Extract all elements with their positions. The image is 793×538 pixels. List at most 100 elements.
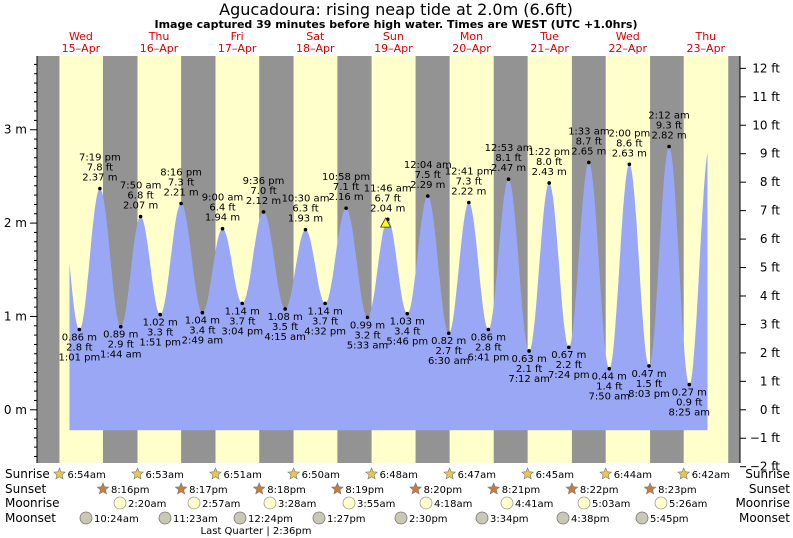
tide-feet-label: 7.3 ft [456, 177, 482, 188]
left-axis-tick-label: 0 m [4, 403, 27, 417]
sunrise-time: 6:54am [67, 470, 105, 481]
tide-labels: 0.86 m2.8 ft1:01 pm7:19 pm7.8 ft2.37 m0.… [58, 111, 710, 419]
tide-time-label: 7:12 am [508, 374, 550, 385]
tide-height-label: 0.86 m [62, 333, 97, 344]
tide-height-label: 0.67 m [551, 350, 586, 361]
tide-point [667, 144, 671, 149]
tide-point [220, 226, 225, 231]
tide-point [118, 324, 123, 329]
sunrise-row-label-right: Sunrise [745, 467, 790, 481]
sunrise-icon [287, 467, 301, 480]
right-axis-tick-label: 11 ft [752, 90, 780, 104]
tide-feet-label: 2.8 ft [66, 343, 92, 354]
sunset-icon [487, 482, 501, 495]
moonrise-icon [500, 496, 514, 510]
right-axis-tick-label: 10 ft [752, 118, 780, 132]
tide-feet-label: 7.1 ft [333, 182, 359, 193]
tide-height-label: 0.44 m [592, 372, 627, 383]
day-name-label: Mon [460, 30, 483, 43]
tide-area-fill [69, 146, 708, 431]
moonrise-time: 5:03am [592, 499, 630, 510]
moonset-row-label-right: Moonset [739, 511, 790, 525]
sunset-icon [409, 482, 423, 495]
sunrise-time: 6:48am [380, 470, 418, 481]
tide-time-label: 2:00 pm [608, 128, 650, 139]
right-axis-tick-label: 2 ft [760, 346, 780, 360]
tide-height-label: 0.89 m [103, 330, 138, 341]
tide-time-label: 7:19 pm [79, 153, 121, 164]
tide-feet-label: 6.3 ft [292, 204, 318, 215]
right-axis-tick-label: −1 ft [750, 431, 781, 445]
tide-feet-label: 9.3 ft [656, 121, 682, 132]
moonset-time: 3:34pm [490, 514, 529, 525]
moonrise-time: 2:20am [128, 499, 166, 510]
tide-time-label: 8:03 pm [628, 389, 670, 400]
moonrise-time: 4:18am [434, 499, 472, 510]
sunrise-icon [131, 467, 144, 480]
moonset-time: 10:24am [94, 514, 139, 525]
tide-point [303, 227, 308, 232]
axes: 0 m 1 m 2 m 3 m −2 ft −1 ft 0 ft 1 ft 2 ft 3 ft 4 … [4, 56, 780, 474]
chart-title: Agucadoura: rising neap tide at 2.0m (6.… [219, 0, 573, 19]
day-date-label: 17–Apr [218, 42, 257, 55]
tide-feet-label: 3.4 ft [394, 327, 420, 338]
tide-feet-label: 7.8 ft [87, 163, 113, 174]
tide-height-label: 1.02 m [143, 318, 178, 329]
sunset-time: 8:16pm [111, 485, 150, 496]
tide-feet-label: 2.1 ft [516, 364, 542, 375]
day-date-label: 20–Apr [452, 42, 491, 55]
tide-feet-label: 1.4 ft [596, 382, 622, 393]
moonset-icon [556, 511, 570, 525]
tide-height-label: 2.37 m [82, 173, 117, 184]
moonrise-time: 2:57am [202, 499, 240, 510]
tide-feet-label: 3.7 ft [229, 316, 255, 327]
tide-point [527, 349, 531, 353]
tide-point [446, 331, 451, 336]
tide-point [200, 310, 205, 315]
tide-height-label: 2.63 m [612, 148, 647, 159]
tide-time-label: 6:30 am [428, 356, 470, 367]
moonrise-row-label: Moonrise [5, 496, 60, 510]
day-name-label: Fri [231, 30, 244, 43]
tide-feet-label: 0.9 ft [676, 398, 702, 409]
left-axis-tick-label: 3 m [4, 123, 27, 137]
right-axis-tick-label: 5 ft [760, 261, 780, 275]
moonrise-icon [577, 496, 591, 510]
moonset-time: 12:24pm [248, 514, 293, 525]
sunset-icon [174, 482, 188, 495]
tide-feet-label: 3.5 ft [272, 322, 298, 333]
tide-height-label: 1.04 m [185, 316, 220, 327]
sunset-icon [330, 482, 344, 495]
tide-height-label: 2.21 m [163, 187, 198, 198]
tide-time-label: 12:04 am [404, 160, 452, 171]
day-date-label: 22–Apr [608, 42, 647, 55]
tide-height-label: 0.99 m [350, 320, 385, 331]
tide-feet-label: 8.1 ft [495, 153, 521, 164]
moonset-row-label: Moonset [5, 511, 56, 525]
right-axis-tick-label: 12 ft [752, 61, 780, 75]
sunset-time: 8:22pm [580, 485, 619, 496]
sunrise-time: 6:42am [692, 470, 730, 481]
sunrise-icon [209, 467, 222, 480]
tide-time-label: 10:30 am [282, 194, 330, 205]
sunset-icon [565, 482, 579, 495]
tide-time-label: 9:36 pm [243, 176, 285, 187]
moonrise-icon [654, 496, 668, 510]
tide-point [240, 301, 245, 306]
tide-time-label: 8:16 pm [160, 167, 202, 178]
tide-time-label: 2:49 am [182, 336, 224, 347]
tide-point [567, 345, 571, 350]
tide-feet-label: 2.8 ft [475, 343, 501, 354]
tide-point [138, 214, 143, 219]
tide-time-label: 3:04 pm [221, 326, 263, 337]
tide-height-label: 2.47 m [491, 163, 526, 174]
moonset-icon [158, 511, 172, 525]
tide-point [405, 311, 410, 316]
moonset-time: 1:27pm [327, 514, 366, 525]
tide-height-label: 1.08 m [268, 312, 303, 323]
tide-height-label: 2.65 m [571, 146, 606, 157]
tide-point [647, 364, 651, 368]
tide-time-label: 10:58 pm [322, 172, 370, 183]
tide-point [158, 312, 162, 317]
tide-point [627, 162, 632, 167]
